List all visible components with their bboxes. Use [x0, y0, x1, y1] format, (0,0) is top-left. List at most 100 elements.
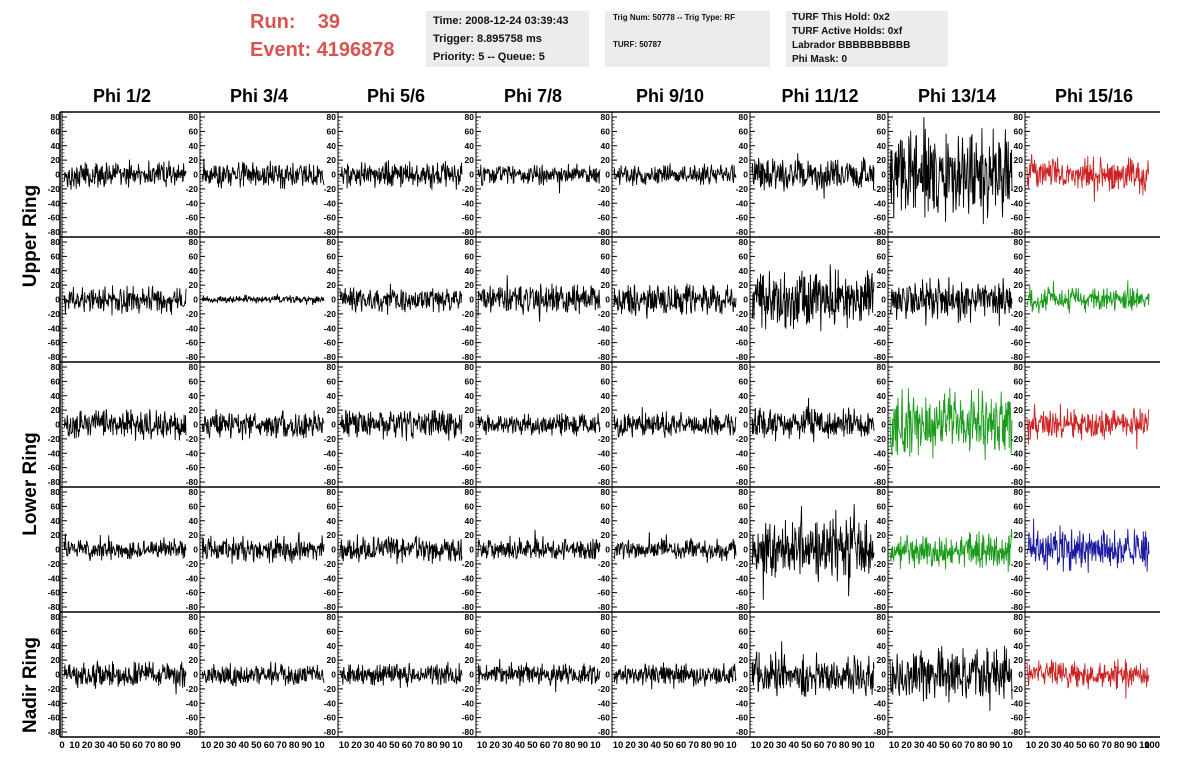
y-tick-label: 20 — [51, 530, 61, 540]
y-tick-label: 60 — [51, 626, 61, 636]
waveform-trace — [63, 660, 187, 695]
y-tick-label: -20 — [598, 559, 611, 569]
x-tick-label: 90 — [990, 740, 1001, 751]
y-tick-label: 60 — [189, 126, 199, 136]
y-tick-label: 60 — [1014, 501, 1024, 511]
y-tick-label: -40 — [736, 448, 749, 458]
panel-r3-c4: 80 60 40 20 0 -20 -40 -60 -80 — [598, 487, 737, 612]
panel-r2-c2: 80 60 40 20 0 -20 -40 -60 -80 — [324, 362, 463, 487]
x-tick-label: 70 — [145, 740, 156, 751]
panel-r0-c0: 80 60 40 20 0 -20 -40 -60 -80 — [48, 112, 187, 237]
y-tick-label: 0 — [881, 170, 886, 180]
y-tick-label: -60 — [186, 213, 199, 223]
waveform-trace — [339, 661, 463, 689]
waveform-trace — [613, 283, 737, 319]
x-tick-label: 20 — [1038, 740, 1049, 751]
y-tick-label: -40 — [186, 448, 199, 458]
y-tick-label: 80 — [51, 112, 61, 122]
trig-info-box: Trig Num: 50778 -- Trig Type: RF TURF: 5… — [605, 11, 770, 67]
y-tick-label: 40 — [465, 141, 475, 151]
y-tick-label: 40 — [877, 266, 887, 276]
y-tick-label: 60 — [51, 501, 61, 511]
y-tick-label: 40 — [739, 641, 749, 651]
y-tick-label: -20 — [48, 559, 61, 569]
y-tick-label: -60 — [874, 713, 887, 723]
y-tick-label: -20 — [462, 684, 475, 694]
y-tick-label: -40 — [874, 448, 887, 458]
waveform-trace — [751, 264, 875, 332]
panel-r3-c6: 80 60 40 20 0 -20 -40 -60 -80 — [874, 487, 1013, 612]
y-tick-label: 80 — [51, 612, 61, 622]
y-tick-label: 60 — [1014, 251, 1024, 261]
y-tick-label: 20 — [877, 280, 887, 290]
y-tick-label: 40 — [465, 516, 475, 526]
waveform-trace — [889, 528, 1013, 573]
x-tick-label: 40 — [789, 740, 800, 751]
y-tick-label: 80 — [739, 112, 749, 122]
y-tick-label: 60 — [465, 126, 475, 136]
event-line: Event: 4196878 — [250, 36, 420, 64]
y-tick-label: 0 — [881, 670, 886, 680]
waveform-trace — [339, 160, 463, 190]
y-tick-label: 40 — [189, 516, 199, 526]
x-tick-label: 20 — [625, 740, 636, 751]
x-tick-label: 60 — [952, 740, 963, 751]
panel-r3-c5: 80 60 40 20 0 -20 -40 -60 -80 — [736, 487, 875, 612]
y-tick-label: -60 — [598, 338, 611, 348]
panel-r2-c3: 80 60 40 20 0 -20 -40 -60 -80 — [462, 362, 601, 487]
column-label-phi-7-8: Phi 7/8 — [503, 86, 563, 106]
waveform-trace — [63, 159, 187, 190]
panel-r3-c7: 80 60 40 20 0 -20 -40 -60 -80 — [1011, 487, 1150, 612]
y-tick-label: -20 — [598, 684, 611, 694]
panel-r1-c0: 80 60 40 20 0 -20 -40 -60 -80 — [48, 237, 187, 362]
y-tick-label: 20 — [51, 280, 61, 290]
panel-r2-c7: 80 60 40 20 0 -20 -40 -60 -80 — [1011, 362, 1150, 487]
y-tick-label: -60 — [186, 588, 199, 598]
y-tick-label: 20 — [51, 655, 61, 665]
x-tick-label: 40 — [1064, 740, 1075, 751]
y-tick-label: -40 — [736, 573, 749, 583]
y-tick-label: 0 — [1018, 670, 1023, 680]
y-tick-label: 0 — [193, 295, 198, 305]
y-tick-label: -40 — [186, 573, 199, 583]
turf-hold-line: TURF This Hold: 0x2 — [792, 12, 890, 23]
x-tick-label: 70 — [688, 740, 699, 751]
y-tick-label: -40 — [598, 323, 611, 333]
y-tick-label: -80 — [736, 727, 749, 737]
y-tick-label: -40 — [874, 573, 887, 583]
x-tick-label: 70 — [964, 740, 975, 751]
y-tick-label: 40 — [327, 266, 337, 276]
y-tick-label: -40 — [874, 698, 887, 708]
panel-r0-c2: 80 60 40 20 0 -20 -40 -60 -80 — [324, 112, 463, 237]
x-tick-label: 80 — [427, 740, 438, 751]
y-tick-label: 80 — [51, 362, 61, 372]
y-tick-label: -60 — [48, 463, 61, 473]
y-tick-label: 40 — [465, 391, 475, 401]
y-tick-label: 80 — [465, 362, 475, 372]
y-tick-label: -40 — [598, 198, 611, 208]
y-tick-label: -20 — [598, 309, 611, 319]
y-tick-label: 0 — [193, 545, 198, 555]
y-tick-label: -60 — [736, 338, 749, 348]
x-tick-label: 40 — [239, 740, 250, 751]
column-label-phi-5-6: Phi 5/6 — [366, 86, 426, 106]
x-tick-label: 30 — [502, 740, 513, 751]
y-tick-label: 0 — [1018, 295, 1023, 305]
y-tick-label: 80 — [601, 487, 611, 497]
x-tick-label: 10 — [1026, 740, 1037, 751]
y-tick-label: 0 — [605, 295, 610, 305]
y-tick-label: -20 — [186, 184, 199, 194]
y-tick-label: -40 — [598, 698, 611, 708]
y-tick-label: 80 — [739, 362, 749, 372]
y-tick-label: -80 — [598, 477, 611, 487]
y-tick-label: 60 — [465, 626, 475, 636]
waveform-trace — [201, 532, 325, 564]
x-tick-label: 90 — [440, 740, 451, 751]
y-tick-label: -20 — [1011, 184, 1024, 194]
waveform-trace — [751, 397, 875, 443]
x-tick-label: 90 — [578, 740, 589, 751]
waveform-trace — [751, 153, 875, 199]
y-tick-label: 0 — [331, 170, 336, 180]
x-tick-label: 100 — [1144, 740, 1160, 751]
y-tick-label: -80 — [324, 477, 337, 487]
